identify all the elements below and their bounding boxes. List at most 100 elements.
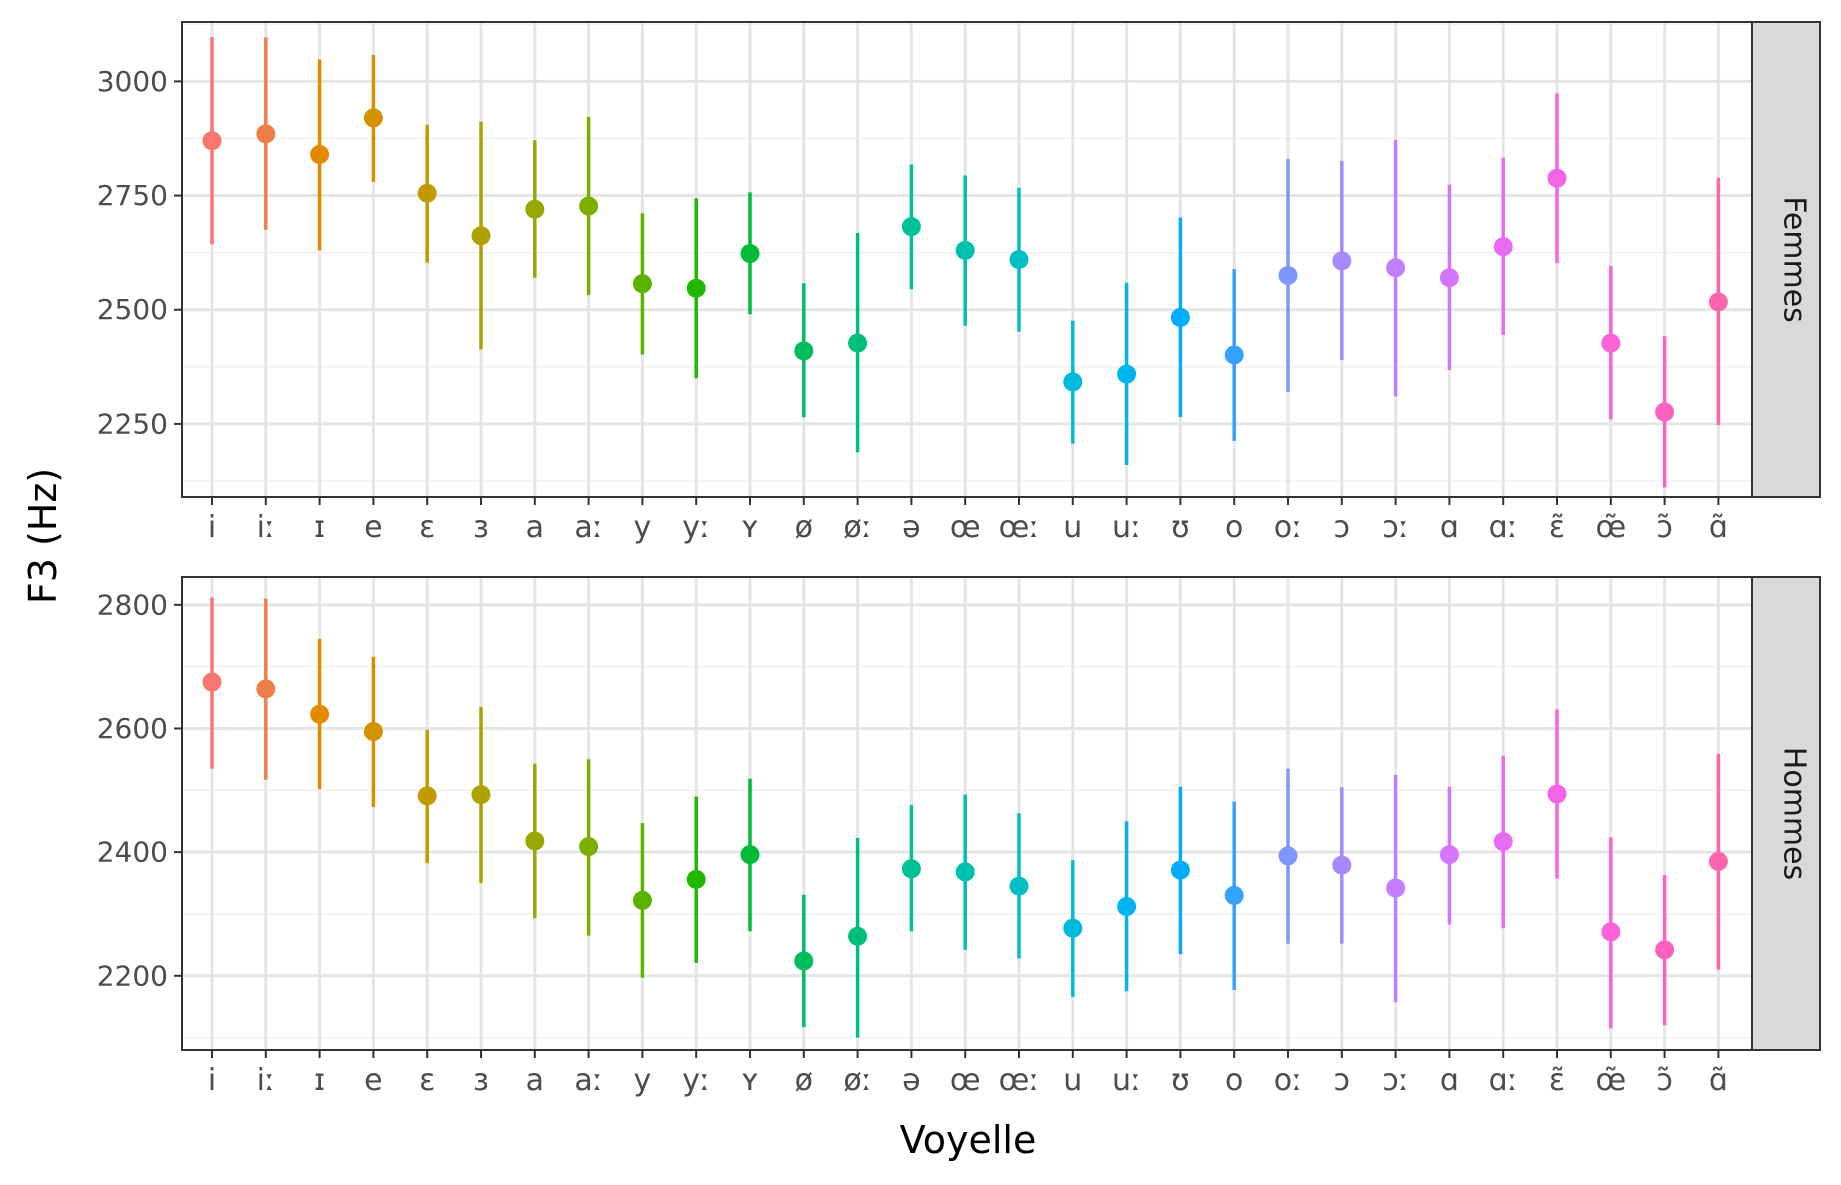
x-tick-label: øː	[843, 1063, 871, 1098]
x-tick-label: y	[634, 1063, 652, 1098]
data-point	[310, 144, 330, 164]
x-tick-label: œ̃	[1595, 510, 1626, 545]
x-tick-label: u	[1063, 510, 1082, 545]
x-tick-label: ɑː	[1489, 1063, 1518, 1098]
facet-strip-label: Hommes	[1777, 747, 1812, 880]
data-point	[1009, 250, 1029, 269]
data-point	[955, 240, 975, 260]
data-point	[740, 845, 760, 865]
data-point	[363, 722, 383, 742]
y-tick-label: 2800	[97, 588, 168, 621]
x-tick-label: a	[526, 510, 544, 545]
x-tick-label: ə	[902, 1063, 920, 1098]
data-point	[1170, 308, 1190, 328]
x-tick-label: œː	[999, 510, 1040, 545]
data-point	[1655, 402, 1675, 422]
data-point	[1117, 897, 1137, 917]
x-tick-label: ʏ	[741, 510, 759, 545]
x-tick-label: ɔ̃	[1656, 510, 1672, 545]
data-point	[525, 199, 545, 219]
data-point	[1439, 845, 1459, 865]
data-point	[1224, 345, 1244, 365]
x-tick-label: ɜ	[473, 510, 489, 545]
data-point	[901, 217, 921, 237]
x-tick-label: ɛ̃	[1549, 510, 1565, 545]
x-tick-label: ʊ	[1171, 1063, 1190, 1098]
x-tick-label: iː	[257, 1063, 275, 1098]
data-point	[579, 196, 599, 216]
data-point	[1655, 940, 1675, 960]
x-tick-label: ø	[795, 1063, 813, 1098]
x-tick-label: iː	[257, 510, 275, 545]
y-tick-label: 2400	[97, 836, 168, 869]
x-tick-label: yː	[682, 510, 710, 545]
data-point	[1063, 372, 1083, 392]
x-tick-label: œ	[950, 510, 981, 545]
data-point	[471, 226, 491, 246]
data-point	[632, 890, 652, 910]
x-tick-label: o	[1225, 1063, 1243, 1098]
data-point	[848, 926, 868, 946]
x-tick-label: aː	[574, 1063, 603, 1098]
x-tick-label: o	[1225, 510, 1243, 545]
data-point	[1439, 268, 1459, 288]
x-tick-label: ø	[795, 510, 813, 545]
x-tick-label: ɜ	[473, 1063, 489, 1098]
data-point	[740, 244, 760, 264]
x-tick-label: ʊ	[1171, 510, 1190, 545]
data-point	[1278, 265, 1298, 285]
data-point	[1708, 292, 1728, 312]
x-tick-label: ɔː	[1382, 1063, 1409, 1098]
data-point	[794, 341, 814, 361]
x-tick-label: ɑ	[1440, 1063, 1459, 1098]
panel-femmes: Femmes 2250 2500 2750 3000 i iː ɪ e ɛ ɜ a aː y yː ʏ ø øː ə…	[97, 21, 1821, 545]
x-tick-label: ɑ̃	[1709, 510, 1728, 545]
x-tick-label: ɛ	[419, 1063, 435, 1098]
data-point	[1170, 860, 1190, 880]
x-tick-label: øː	[843, 510, 871, 545]
data-point	[256, 679, 276, 699]
data-point	[579, 837, 599, 857]
x-tick-label: a	[526, 1063, 544, 1098]
data-point	[1601, 333, 1621, 353]
x-tick-label: ɔ	[1334, 1063, 1350, 1098]
data-point	[1386, 878, 1406, 898]
data-point	[1708, 851, 1728, 871]
x-tick-label: ɔː	[1382, 510, 1409, 545]
x-tick-label: ʏ	[741, 1063, 759, 1098]
data-point	[417, 183, 437, 203]
x-tick-label: œ	[950, 1063, 981, 1098]
x-tick-label: ə	[902, 510, 920, 545]
x-tick-label: ɑ	[1440, 510, 1459, 545]
x-tick-label: ɛ	[419, 510, 435, 545]
x-tick-label: oː	[1274, 1063, 1302, 1098]
y-tick-label: 2500	[97, 293, 168, 326]
x-tick-label: oː	[1274, 510, 1302, 545]
facet-strip-label: Femmes	[1777, 196, 1812, 323]
data-point	[1332, 251, 1352, 271]
y-tick-label: 2600	[97, 712, 168, 745]
data-point	[1063, 918, 1083, 938]
panel-background	[182, 577, 1752, 1050]
x-tick-label: ɪ	[314, 510, 325, 545]
x-tick-label: ɔ̃	[1656, 1063, 1672, 1098]
x-tick-label: uː	[1112, 1063, 1141, 1098]
y-tick-label: 3000	[97, 65, 168, 98]
x-tick-label: e	[364, 510, 382, 545]
data-point	[256, 124, 276, 144]
x-tick-label: ɛ̃	[1549, 1063, 1565, 1098]
data-point	[901, 859, 921, 879]
data-point	[1493, 237, 1513, 257]
x-tick-label: y	[634, 510, 652, 545]
data-point	[310, 704, 330, 724]
x-tick-label: œː	[999, 1063, 1040, 1098]
data-point	[1009, 876, 1029, 896]
data-point	[1117, 364, 1137, 384]
x-tick-label: œ̃	[1595, 1063, 1626, 1098]
panel-hommes: Hommes 2200 2400 2600 2800 i iː ɪ e ɛ ɜ a aː y yː ʏ ø øː ə…	[97, 576, 1821, 1098]
data-point	[417, 786, 437, 806]
y-tick-label: 2200	[97, 959, 168, 992]
data-point	[1601, 922, 1621, 942]
